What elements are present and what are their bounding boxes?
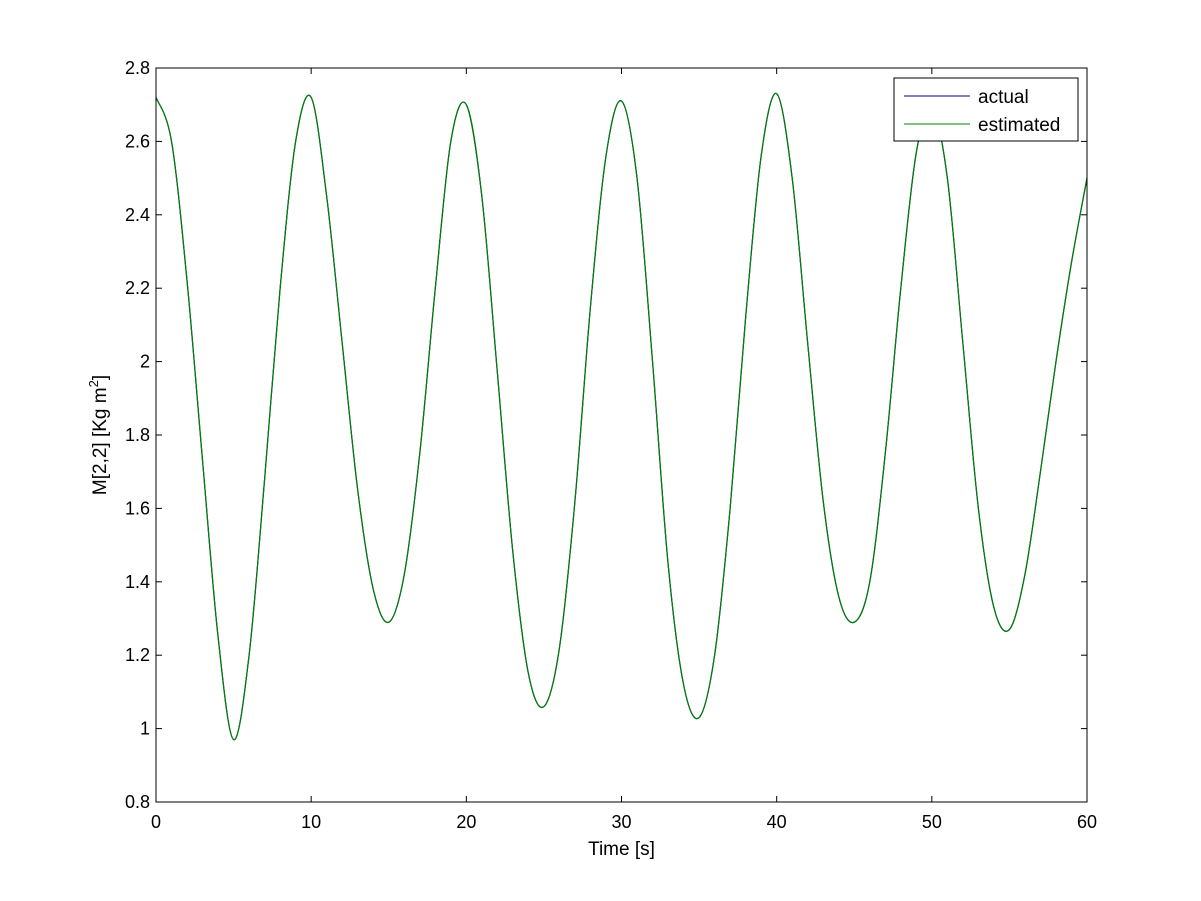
y-tick-label: 2.8 bbox=[125, 58, 150, 78]
y-tick-label: 2.6 bbox=[125, 131, 150, 151]
x-tick-label: 60 bbox=[1077, 812, 1097, 832]
y-axis-label: M[2,2] [Kg m2] bbox=[86, 375, 111, 495]
plot-area bbox=[156, 68, 1087, 802]
y-tick-label: 1.4 bbox=[125, 572, 150, 592]
x-tick-label: 30 bbox=[611, 812, 631, 832]
x-axis-label: Time [s] bbox=[588, 839, 655, 860]
y-axis-label-main: M[2,2] [Kg m bbox=[90, 387, 111, 495]
x-tick-label: 0 bbox=[151, 812, 161, 832]
y-tick-label: 1.6 bbox=[125, 498, 150, 518]
x-tick-label: 10 bbox=[301, 812, 321, 832]
y-tick-label: 2.4 bbox=[125, 205, 150, 225]
y-tick-label: 0.8 bbox=[125, 792, 150, 812]
y-axis-label-close: ] bbox=[90, 375, 111, 380]
x-tick-label: 20 bbox=[456, 812, 476, 832]
y-tick-label: 2.2 bbox=[125, 278, 150, 298]
legend-box bbox=[893, 77, 1079, 142]
tick-layer: 0 10 20 30 40 50 60 0.8 1 1.2 1.4 1.6 1.8 2 2.2 2.4 2.6 2… bbox=[125, 58, 1097, 832]
y-tick-label: 2 bbox=[140, 352, 150, 372]
x-tick-label: 50 bbox=[922, 812, 942, 832]
legend-label-actual: actual bbox=[978, 87, 1029, 108]
y-tick-label: 1.2 bbox=[125, 645, 150, 665]
x-tick-label: 40 bbox=[767, 812, 787, 832]
y-axis-label-superscript: 2 bbox=[86, 380, 101, 387]
legend-label-estimated: estimated bbox=[978, 115, 1060, 136]
y-tick-label: 1 bbox=[140, 719, 150, 739]
legend: actual estimated bbox=[893, 77, 1079, 142]
y-tick-label: 1.8 bbox=[125, 425, 150, 445]
